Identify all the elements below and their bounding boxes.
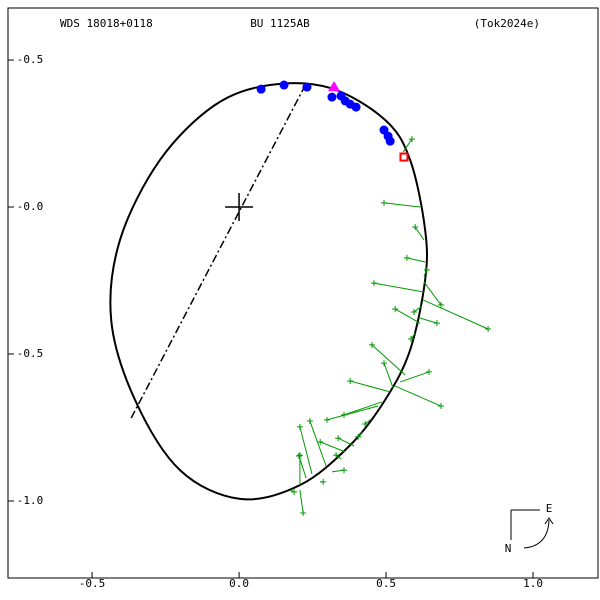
residual-line [343,401,383,416]
measure-plus [341,411,348,418]
measure-square [399,152,409,162]
y-tick-label: -1.0 [17,494,44,507]
residual-line [299,490,304,514]
measure-plus [380,199,387,206]
y-tick-label: -0.0 [17,200,44,213]
residual-line [414,226,425,241]
measure-plus [368,341,375,348]
measure-plus [433,320,440,327]
residual-line [371,344,406,376]
residual-line [320,441,346,453]
residual-line [383,362,394,389]
measure-circle [351,102,361,112]
residual-line [364,419,371,425]
x-tick-label: 1.0 [523,577,543,590]
y-tick-label: -0.5 [17,53,44,66]
x-tick-label: 0.5 [376,577,396,590]
measure-circle [327,92,337,102]
header-right: (Tok2024e) [474,17,540,30]
measure-plus [362,420,369,427]
measure-plus [333,452,340,459]
residual-line [399,371,430,383]
measure-plus [438,301,445,308]
measure-triangle [328,81,341,92]
primary-star [225,193,254,222]
residual-line [413,305,423,313]
compass [510,509,554,549]
residual-line [394,385,442,407]
measure-plus [408,336,415,343]
residual-line [357,431,363,438]
measure-plus [296,423,303,430]
measure-plus [355,433,362,440]
measure-plus [323,416,330,423]
measure-plus [423,266,430,273]
header-left: WDS 18018+0118 [60,17,153,30]
residual-line [299,426,313,475]
residual-line [337,437,355,447]
measure-plus [370,280,377,287]
measure-plus [485,326,492,333]
measure-plus [335,435,342,442]
residual-line [383,202,421,208]
measure-plus [392,306,399,313]
measure-plus [425,368,432,375]
residual-line [422,299,489,330]
residual-line [350,380,391,393]
measure-plus [380,360,387,367]
residual-line [406,257,426,263]
compass-east: E [546,502,553,515]
measure-plus [410,308,417,315]
measure-circle [302,82,312,92]
measure-plus [320,478,327,485]
measure-plus [296,452,303,459]
x-tick-label: -0.5 [79,577,106,590]
measure-plus [317,438,324,445]
residual-line [402,138,413,153]
residual-line [410,332,416,340]
line-of-nodes [130,85,306,419]
residual-line [394,308,421,324]
header-center: BU 1125AB [250,17,310,30]
compass-arrow [523,517,554,549]
measure-plus [300,510,307,517]
measure-plus [438,403,445,410]
residual-line [335,454,342,460]
residual-line [423,281,442,306]
measure-plus [403,254,410,261]
orbit [109,82,429,501]
y-tick-label: -0.5 [17,347,44,360]
measure-circle [279,80,289,90]
measure-plus [291,488,298,495]
measure-circle [385,136,395,146]
residual-line [326,405,379,421]
measure-plus [341,467,348,474]
x-tick-label: 0.0 [229,577,249,590]
measure-plus [347,378,354,385]
residual-line [373,282,425,293]
residual-line [420,317,438,324]
measure-plus [412,224,419,231]
measure-plus [306,418,313,425]
measure-circle [256,84,266,94]
plot-frame [7,7,599,579]
measure-plus [408,136,415,143]
compass-north: N [505,542,512,555]
measure-plus [296,453,303,460]
residual-line [309,420,327,467]
